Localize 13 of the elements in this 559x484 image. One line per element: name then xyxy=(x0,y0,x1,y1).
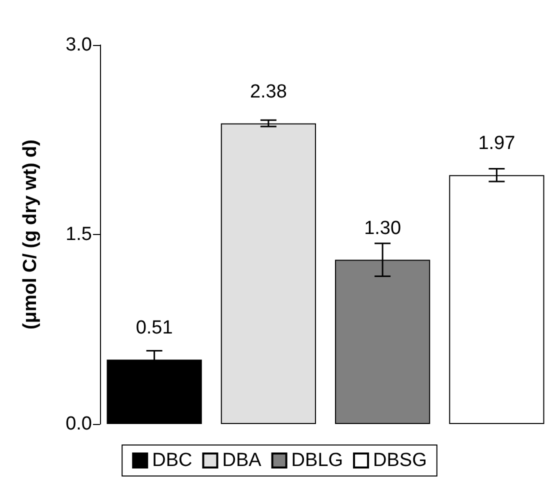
data-label: 0.51 xyxy=(136,318,173,339)
data-label: 1.30 xyxy=(364,218,402,239)
data-label: 2.38 xyxy=(250,81,287,102)
legend-label: DBC xyxy=(152,450,192,471)
legend-label: DBSG xyxy=(373,450,427,471)
legend-label: DBA xyxy=(222,450,262,471)
y-tick-label: 3.0 xyxy=(66,34,92,56)
y-tick-label: 0.0 xyxy=(66,414,92,434)
y-axis-title: (μmol C/ (g dry wt) d) xyxy=(20,140,41,330)
data-label: 1.97 xyxy=(478,133,516,154)
bar xyxy=(220,123,316,424)
y-tick-label: 1.5 xyxy=(66,224,92,245)
legend-label: DBLG xyxy=(291,450,344,471)
